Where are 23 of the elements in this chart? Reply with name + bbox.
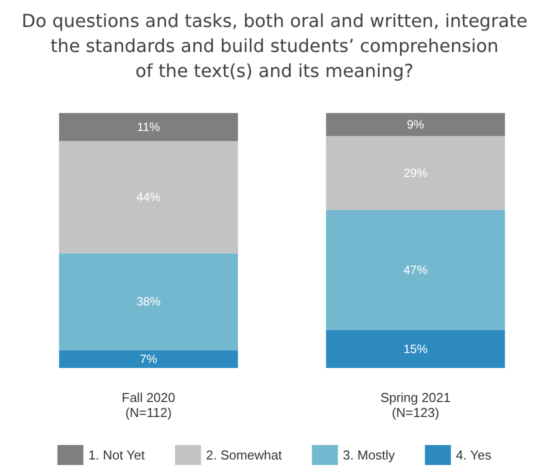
bar — [326, 210, 505, 330]
data-label: 44% — [136, 190, 161, 204]
bar — [326, 330, 505, 368]
data-label: 38% — [136, 294, 161, 309]
bar — [326, 113, 505, 136]
bar — [59, 113, 238, 142]
x-tick-label: Spring 2021 (N=123) — [380, 390, 451, 420]
legend-label: 3. Mostly — [342, 448, 396, 462]
data-label: 7% — [140, 352, 158, 366]
data-label: 29% — [403, 166, 428, 180]
data-label: 11% — [136, 120, 160, 134]
x-tick-label: Fall 2020 (N=112) — [122, 390, 176, 420]
legend-label: 1. Not Yet — [88, 448, 146, 462]
bar — [59, 141, 238, 254]
legend-label: 2. Somewhat — [206, 448, 282, 462]
data-label: 47% — [403, 262, 428, 277]
data-label: 15% — [403, 342, 428, 356]
bar — [59, 350, 238, 368]
data-label: 9% — [406, 117, 424, 132]
chart-title: Do questions and tasks, both oral and written, integrate the standards and build students’ comprehension of the text(s) and its meaning? — [22, 11, 528, 82]
bar — [59, 253, 238, 350]
legend-label: 4. Yes — [456, 448, 492, 462]
bar — [326, 136, 505, 210]
